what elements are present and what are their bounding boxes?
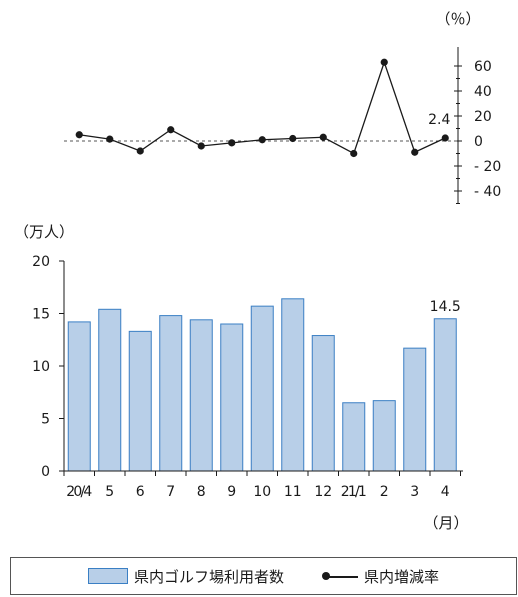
legend-line-label: 県内増減率 <box>364 567 440 586</box>
bar <box>281 298 305 472</box>
bar-y-tick-label: 10 <box>32 359 50 375</box>
bar-unit-label: （万人） <box>14 223 74 241</box>
bar-data-labels: 14.5 <box>430 299 461 315</box>
line-point <box>411 148 419 156</box>
legend-bar-label: 県内ゴルフ場利用者数 <box>133 567 284 586</box>
line-point <box>167 126 175 134</box>
line-y-tick-label: 20 <box>474 109 492 125</box>
bar-x-tick-label: 4 <box>441 484 450 500</box>
bar-y-tick-label: 15 <box>32 307 50 323</box>
line-y-tick-label: 40 <box>474 84 492 100</box>
line-y-tick-label: 0 <box>474 134 483 150</box>
bar-x-tick-label: 2 <box>380 484 389 500</box>
bar-data-label: 14.5 <box>430 299 461 315</box>
legend: 県内ゴルフ場利用者数 県内増減率 <box>10 557 517 595</box>
bar <box>342 402 366 472</box>
bar <box>250 305 274 472</box>
line-point <box>197 142 205 150</box>
bar <box>372 400 396 472</box>
line-y-tick-label: - 40 <box>474 184 501 200</box>
line-data-label: 2.4 <box>428 112 450 128</box>
bar <box>403 347 427 472</box>
bar-x-tick-label: 21/1 <box>341 484 367 500</box>
bar <box>433 318 457 472</box>
bar <box>67 321 91 472</box>
bar-x-unit-label: （月） <box>423 514 468 532</box>
bar-x-tick-label: 5 <box>105 484 114 500</box>
bar <box>311 335 335 472</box>
bar-x-tick-label: 11 <box>284 484 302 500</box>
bars <box>67 298 457 472</box>
line-point <box>441 134 449 142</box>
bar-y-tick-label: 0 <box>41 464 50 480</box>
bar-x-tick-label: 10 <box>253 484 271 500</box>
bar-x-tick-label: 8 <box>197 484 206 500</box>
bar-x-tick-label: 3 <box>410 484 419 500</box>
legend-line-swatch <box>322 569 358 583</box>
line-point <box>258 136 266 144</box>
bar-y-tick-labels: 0 5 10 15 20 <box>32 254 50 480</box>
line-point <box>289 134 297 143</box>
line-point <box>228 139 236 147</box>
bar <box>98 308 122 472</box>
line-point <box>75 131 83 139</box>
line-point <box>380 58 388 66</box>
bar <box>159 315 183 472</box>
bar-y-tick-label: 5 <box>41 412 50 428</box>
bar-x-tick-label: 20/4 <box>66 484 92 500</box>
line-y-tick-label: 60 <box>474 59 492 75</box>
bar <box>128 330 152 472</box>
bar-x-tick-label: 12 <box>314 484 332 500</box>
line-tick-labels: 60 40 20 0 - 20 - 40 <box>474 59 501 200</box>
bar-y-axis <box>59 260 65 472</box>
bar-x-tick-label: 6 <box>136 484 145 500</box>
line-point <box>106 135 114 143</box>
line-point <box>136 147 144 155</box>
line-unit-label: （％） <box>435 10 480 28</box>
line-y-tick-label: - 20 <box>474 159 501 175</box>
line-point <box>319 133 327 141</box>
bar-y-tick-label: 20 <box>32 254 50 270</box>
bar-x-tick-label: 7 <box>166 484 175 500</box>
line-right-axis <box>454 47 462 204</box>
line-points <box>75 58 449 158</box>
bar-x-tick-label: 9 <box>227 484 236 500</box>
legend-item-line: 県内増減率 <box>322 566 439 587</box>
legend-item-bar: 県内ゴルフ場利用者数 <box>87 566 284 587</box>
bar <box>189 319 213 472</box>
bar-x-axis <box>63 470 463 476</box>
legend-bar-swatch <box>87 568 128 584</box>
line-point <box>350 149 358 158</box>
line-data-labels: 2.4 <box>428 112 450 128</box>
bar <box>220 323 244 472</box>
bar-x-tick-labels: 20/4 5 6 7 8 9 10 11 12 21/1 2 3 4 <box>66 484 450 500</box>
